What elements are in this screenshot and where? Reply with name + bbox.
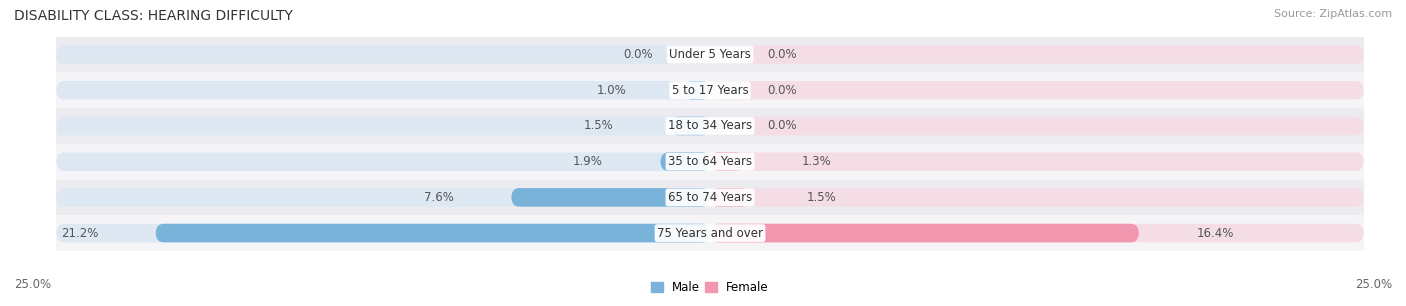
FancyBboxPatch shape — [512, 188, 710, 207]
Text: DISABILITY CLASS: HEARING DIFFICULTY: DISABILITY CLASS: HEARING DIFFICULTY — [14, 9, 292, 23]
FancyBboxPatch shape — [710, 152, 744, 171]
Bar — [56, 108, 1364, 144]
Text: 5 to 17 Years: 5 to 17 Years — [672, 84, 748, 97]
Text: 1.0%: 1.0% — [596, 84, 626, 97]
FancyBboxPatch shape — [710, 188, 1364, 207]
Text: 18 to 34 Years: 18 to 34 Years — [668, 119, 752, 132]
FancyBboxPatch shape — [56, 188, 710, 207]
Bar — [56, 215, 1364, 251]
Text: 25.0%: 25.0% — [1355, 278, 1392, 291]
Text: 1.5%: 1.5% — [583, 119, 613, 132]
Text: 1.9%: 1.9% — [572, 155, 603, 168]
FancyBboxPatch shape — [710, 188, 749, 207]
FancyBboxPatch shape — [56, 117, 710, 135]
Text: 7.6%: 7.6% — [423, 191, 454, 204]
Bar — [56, 180, 1364, 215]
Text: 65 to 74 Years: 65 to 74 Years — [668, 191, 752, 204]
Text: Under 5 Years: Under 5 Years — [669, 48, 751, 61]
Text: 75 Years and over: 75 Years and over — [657, 226, 763, 240]
Bar — [56, 73, 1364, 108]
FancyBboxPatch shape — [710, 152, 1364, 171]
FancyBboxPatch shape — [156, 224, 710, 242]
Text: 1.3%: 1.3% — [801, 155, 831, 168]
FancyBboxPatch shape — [710, 45, 1364, 64]
FancyBboxPatch shape — [661, 152, 710, 171]
FancyBboxPatch shape — [56, 45, 710, 64]
Text: 16.4%: 16.4% — [1197, 226, 1234, 240]
Bar — [56, 37, 1364, 73]
Text: 1.5%: 1.5% — [807, 191, 837, 204]
Text: Source: ZipAtlas.com: Source: ZipAtlas.com — [1274, 9, 1392, 19]
FancyBboxPatch shape — [710, 224, 1139, 242]
FancyBboxPatch shape — [56, 81, 710, 99]
Text: 25.0%: 25.0% — [14, 278, 51, 291]
Text: 0.0%: 0.0% — [768, 48, 797, 61]
FancyBboxPatch shape — [671, 117, 710, 135]
FancyBboxPatch shape — [683, 81, 710, 99]
FancyBboxPatch shape — [56, 152, 710, 171]
FancyBboxPatch shape — [710, 81, 1364, 99]
Bar — [56, 144, 1364, 180]
Text: 0.0%: 0.0% — [768, 84, 797, 97]
Legend: Male, Female: Male, Female — [647, 276, 773, 299]
Text: 35 to 64 Years: 35 to 64 Years — [668, 155, 752, 168]
Text: 0.0%: 0.0% — [623, 48, 652, 61]
FancyBboxPatch shape — [710, 117, 1364, 135]
FancyBboxPatch shape — [56, 224, 710, 242]
Text: 21.2%: 21.2% — [60, 226, 98, 240]
Text: 0.0%: 0.0% — [768, 119, 797, 132]
FancyBboxPatch shape — [710, 224, 1364, 242]
